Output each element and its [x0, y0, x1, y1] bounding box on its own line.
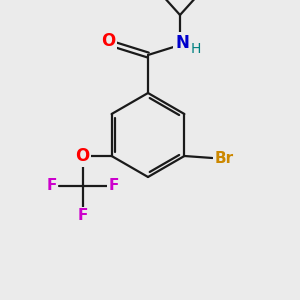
Text: F: F — [108, 178, 119, 194]
Text: F: F — [77, 208, 88, 224]
Text: Br: Br — [215, 151, 234, 166]
Text: N: N — [175, 34, 189, 52]
Text: O: O — [76, 147, 90, 165]
Text: F: F — [46, 178, 57, 194]
Text: O: O — [101, 32, 115, 50]
Text: H: H — [191, 42, 201, 56]
